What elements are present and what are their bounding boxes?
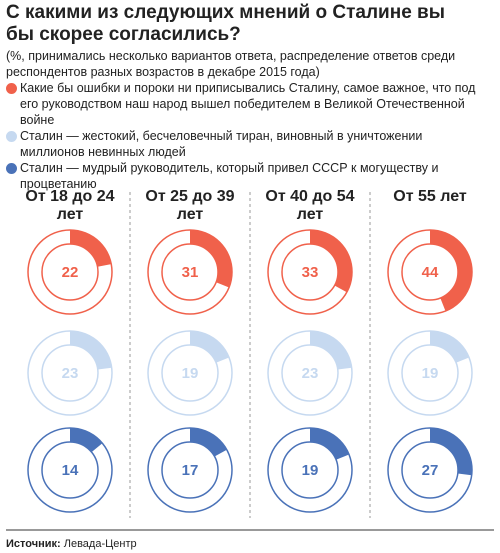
column-header: От 25 до 39 лет	[145, 188, 235, 223]
donut-segment	[430, 428, 472, 476]
donut-segment	[310, 331, 352, 370]
column-header: От 55 лет	[393, 188, 467, 205]
legend-label: Какие бы ошибки и пороки ни приписывалис…	[20, 81, 476, 127]
legend-icon	[6, 83, 17, 94]
donut-segment	[190, 331, 230, 363]
legend-item: Сталин — жестокий, бесчеловечный тиран, …	[6, 128, 486, 160]
value-label: 14	[62, 462, 79, 479]
value-label: 23	[62, 365, 79, 382]
text-block: (%, принимались несколько вариантов отве…	[6, 48, 486, 192]
legend-icon	[6, 163, 17, 174]
chart-title: С какими из следующих мнений о Сталине в…	[6, 2, 445, 45]
donut-segment	[430, 331, 470, 363]
value-label: 19	[302, 462, 319, 479]
legend-label: Сталин — жестокий, бесчеловечный тиран, …	[20, 129, 423, 159]
donut-segment	[70, 428, 103, 453]
source-text: Левада-Центр	[63, 538, 137, 550]
legend: Какие бы ошибки и пороки ни приписывалис…	[6, 80, 486, 192]
donut-segment	[310, 230, 352, 293]
legend-item: Какие бы ошибки и пороки ни приписывалис…	[6, 80, 486, 128]
source: Источник: Левада-Центр	[6, 538, 137, 550]
value-label: 27	[422, 462, 439, 479]
source-label: Источник:	[6, 538, 61, 550]
value-label: 17	[182, 462, 199, 479]
value-label: 31	[182, 264, 199, 281]
legend-label: Сталин — мудрый руководитель, который пр…	[20, 161, 439, 191]
value-label: 33	[302, 264, 319, 281]
donut-segment	[70, 331, 112, 370]
value-label: 44	[422, 264, 439, 281]
value-label: 19	[422, 365, 439, 382]
column-header: От 18 до 24 лет	[25, 188, 115, 223]
legend-icon	[6, 131, 17, 142]
column-header: От 40 до 54 лет	[265, 188, 355, 223]
donut-segment	[190, 230, 232, 288]
donut-segment	[70, 230, 112, 267]
donut-segment	[310, 428, 350, 460]
value-label: 23	[302, 365, 319, 382]
legend-item: Сталин — мудрый руководитель, который пр…	[6, 160, 486, 192]
donut-segment	[190, 428, 227, 457]
value-label: 22	[62, 264, 79, 281]
value-label: 19	[182, 365, 199, 382]
donut-segment	[430, 230, 472, 312]
subtitle: (%, принимались несколько вариантов отве…	[6, 49, 456, 79]
